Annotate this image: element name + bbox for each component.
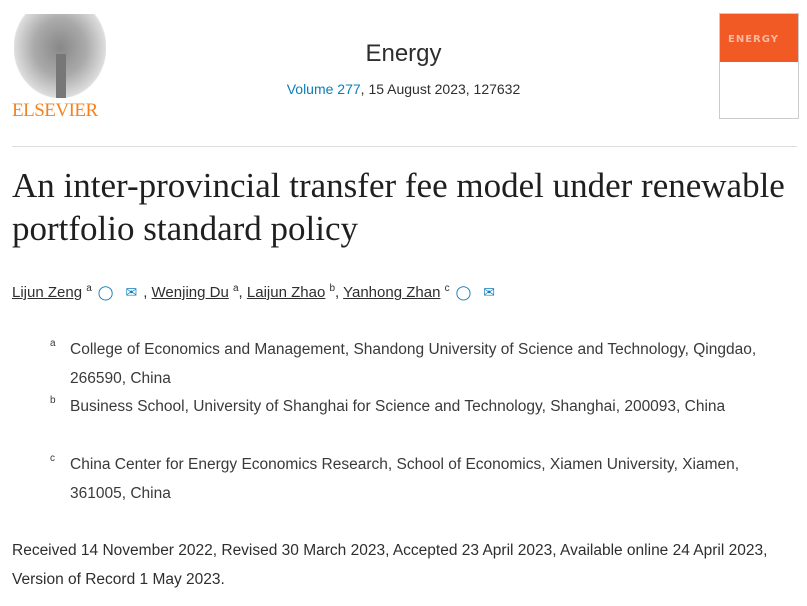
person-icon[interactable]: ◯ bbox=[97, 284, 114, 300]
person-icon[interactable]: ◯ bbox=[455, 284, 472, 300]
author-link[interactable]: Wenjing Du bbox=[151, 284, 229, 301]
author-sup: a bbox=[232, 283, 239, 294]
journal-title[interactable]: Energy bbox=[365, 40, 442, 67]
elsevier-logo[interactable]: ELSEVIER bbox=[12, 14, 108, 122]
tree-trunk bbox=[56, 54, 66, 98]
cover-word: ENERGY bbox=[728, 34, 779, 45]
author-sup: c bbox=[444, 283, 450, 294]
author-list: Lijun Zeng a ◯ ✉, Wenjing Du a, Laijun Zha… bbox=[12, 283, 495, 301]
affiliation: a College of Economics and Management, Sh… bbox=[50, 335, 780, 393]
article-title: An inter-provincial transfer fee model u… bbox=[12, 166, 785, 248]
affiliation: b Business School, University of Shanghai… bbox=[50, 392, 780, 421]
divider bbox=[12, 146, 797, 147]
journal-issue: Volume 277, 15 August 2023, 127632 bbox=[0, 81, 807, 97]
author-link[interactable]: Yanhong Zhan bbox=[343, 284, 441, 301]
affiliation-label: b bbox=[50, 395, 56, 406]
affiliation-text: Business School, University of Shanghai … bbox=[70, 398, 726, 415]
affiliation: c China Center for Energy Economics Resea… bbox=[50, 450, 780, 508]
affiliation-label: c bbox=[50, 453, 55, 464]
journal-cover[interactable]: ENERGY bbox=[719, 13, 799, 119]
cover-banner: ENERGY bbox=[720, 14, 798, 62]
author-link[interactable]: Laijun Zhao bbox=[246, 284, 326, 301]
author-link[interactable]: Lijun Zeng bbox=[12, 284, 83, 301]
affiliation-label: a bbox=[50, 338, 56, 349]
volume-link[interactable]: Volume 277 bbox=[286, 81, 361, 97]
author-sup: a bbox=[86, 283, 92, 294]
affiliation-text: China Center for Energy Economics Resear… bbox=[70, 456, 740, 502]
article-history: Received 14 November 2022, Revised 30 Ma… bbox=[12, 542, 768, 588]
author-sup: b bbox=[329, 283, 336, 294]
affiliation-text: College of Economics and Management, Sha… bbox=[70, 341, 757, 387]
elsevier-wordmark: ELSEVIER bbox=[12, 100, 98, 121]
mail-icon[interactable]: ✉ bbox=[483, 284, 495, 300]
issue-info: , 15 August 2023, 127632 bbox=[360, 81, 521, 97]
mail-icon[interactable]: ✉ bbox=[125, 284, 138, 300]
